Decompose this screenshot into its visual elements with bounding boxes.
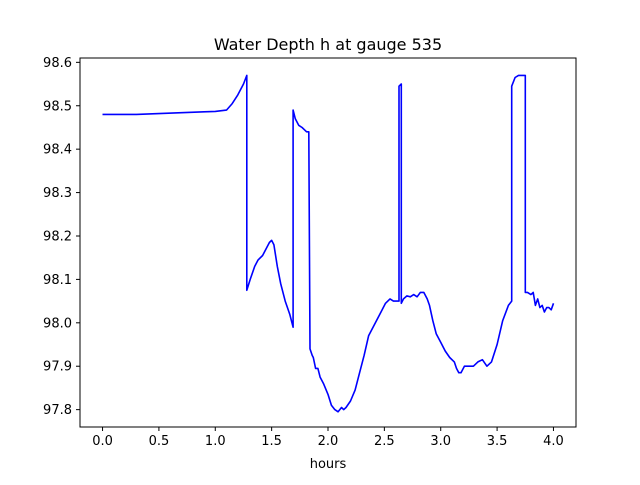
x-tick-label: 2.5 [374,434,395,449]
y-tick-label: 98.0 [43,316,72,331]
x-tick-label: 3.5 [487,434,508,449]
y-tick-label: 98.6 [43,56,72,71]
y-tick-label: 97.8 [43,403,72,418]
plot-frame [79,57,577,428]
y-tick-label: 97.9 [43,360,72,375]
x-tick-label: 3.0 [430,434,451,449]
y-tick-label: 98.4 [43,143,72,158]
x-tick-label: 2.0 [318,434,339,449]
y-tick-label: 98.3 [43,186,72,201]
x-tick-label: 0.0 [92,434,113,449]
x-tick-label: 1.5 [261,434,282,449]
x-tick-label: 1.0 [205,434,226,449]
x-axis-ticks: 0.0 0.5 1.0 1.5 2.0 2.5 3.0 3.5 4.0 [92,427,564,449]
y-axis-ticks: 97.8 97.9 98.0 98.1 98.2 98.3 98.4 98.5 98.6 [43,56,80,418]
chart-title: Water Depth h at gauge 535 [214,35,442,54]
y-tick-label: 98.1 [43,273,72,288]
y-tick-label: 98.5 [43,99,72,114]
series-layer [102,74,555,413]
x-tick-label: 0.5 [149,434,170,449]
x-axis-label: hours [310,457,347,472]
y-tick-label: 98.2 [43,229,72,244]
series-line [102,74,555,413]
x-tick-label: 4.0 [543,434,564,449]
